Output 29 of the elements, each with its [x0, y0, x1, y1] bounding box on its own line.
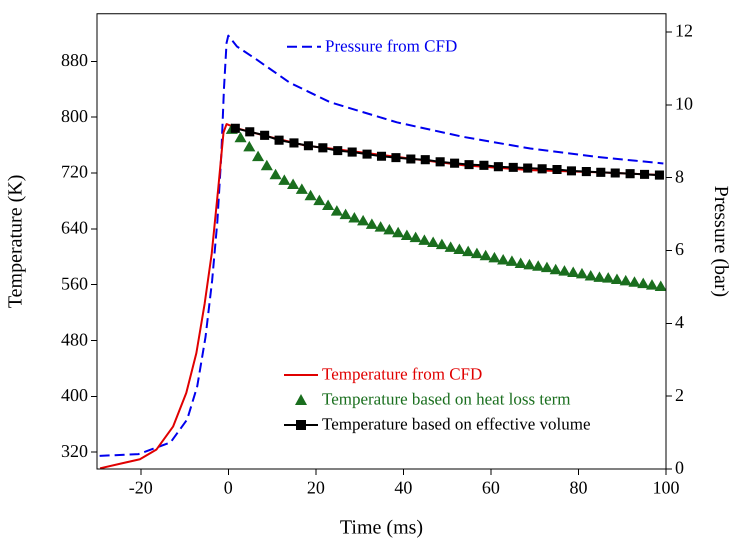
y-tick-label: 320 [61, 440, 88, 461]
y2-tick-label: 4 [675, 312, 684, 332]
y2-tick-label: 6 [675, 239, 684, 260]
x-tick-label: 0 [224, 478, 233, 498]
y-tick-label: 640 [61, 218, 88, 238]
y-tick-label: 560 [61, 273, 88, 294]
y-tick-label: 800 [61, 106, 88, 126]
y2-tick-label: 12 [675, 20, 693, 41]
y2-axis-title: Pressure (bar) [710, 186, 732, 298]
y-tick-label: 880 [61, 50, 88, 70]
legend-label: Temperature based on effective volume [322, 414, 590, 434]
y2-tick-label: 2 [675, 384, 684, 405]
y-tick-label: 480 [61, 329, 88, 350]
y-tick-label: 720 [61, 162, 88, 182]
x-tick-label: 40 [394, 478, 412, 498]
x-tick-label: 80 [569, 478, 588, 498]
x-tick-label: -20 [128, 478, 153, 498]
legend-label: Temperature from CFD [322, 364, 482, 384]
y-tick-label: 400 [61, 385, 88, 406]
x-tick-label: 60 [482, 478, 500, 498]
y2-tick-label: 10 [675, 94, 693, 114]
y2-tick-label: 0 [675, 458, 684, 478]
x-axis-title: Time (ms) [340, 516, 424, 538]
legend-label: Temperature based on heat loss term [322, 389, 571, 408]
x-tick-label: 20 [306, 478, 325, 498]
y-axis-title: Temperature (K) [4, 174, 26, 308]
y2-tick-label: 8 [675, 166, 684, 186]
legend-label: Pressure from CFD [325, 36, 458, 56]
x-tick-label: 100 [652, 478, 680, 498]
